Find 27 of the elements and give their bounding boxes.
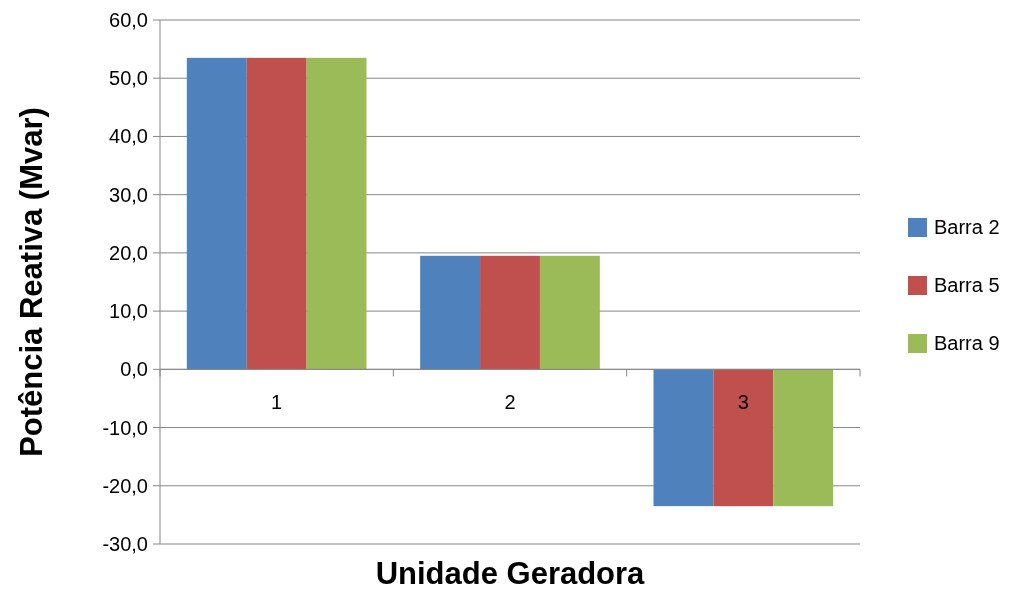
bar [480, 255, 540, 370]
legend-label: Barra 9 [934, 332, 1000, 354]
y-tick-label: -10,0 [102, 416, 148, 439]
y-tick-label: 50,0 [109, 67, 148, 90]
y-tick-label: -20,0 [102, 474, 148, 497]
bar [246, 57, 307, 370]
y-tick-label: 30,0 [109, 183, 148, 206]
x-tick-label: 2 [504, 391, 516, 414]
x-axis-title: Unidade Geradora [375, 556, 646, 590]
x-tick-label: 3 [737, 391, 749, 414]
y-tick-label: 40,0 [109, 125, 148, 148]
y-tick-label: 20,0 [109, 241, 148, 264]
y-tick-label: 60,0 [109, 9, 148, 31]
y-tick-label: 10,0 [109, 300, 148, 323]
bar [713, 369, 774, 507]
bar [773, 369, 834, 507]
y-tick-label: -30,0 [102, 533, 148, 555]
bar [186, 57, 247, 370]
y-axis-title: Potência Reativa (Mvar) [14, 107, 49, 457]
x-tick-label: 1 [271, 391, 283, 414]
bar [306, 57, 367, 370]
bar [420, 255, 481, 370]
legend-label: Barra 2 [934, 216, 1000, 238]
y-tick-label: 0,0 [120, 358, 148, 381]
legend-label: Barra 5 [934, 274, 1000, 296]
bar [539, 255, 600, 370]
bar [653, 369, 714, 507]
